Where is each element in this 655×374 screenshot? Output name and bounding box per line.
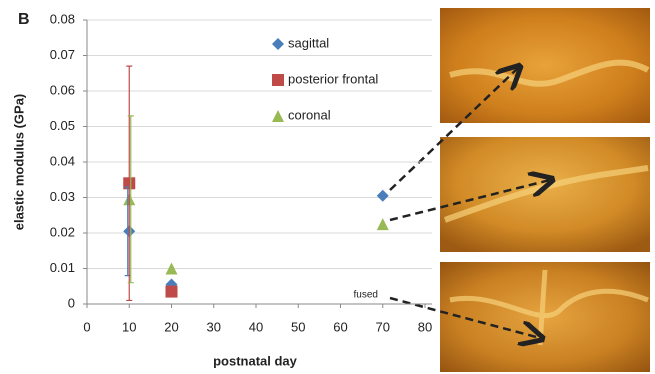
x-tick-label: 80: [418, 319, 432, 334]
annotation: fused: [354, 290, 378, 301]
y-tick-label: 0: [68, 295, 75, 310]
point: [272, 74, 284, 86]
point: [376, 218, 389, 231]
micrographs: [440, 8, 650, 372]
arrow: [389, 180, 550, 222]
point: [272, 110, 284, 122]
point: [165, 262, 178, 275]
y-tick-label: 0.04: [50, 153, 75, 168]
x-tick-label: 40: [249, 319, 263, 334]
micrograph: [440, 137, 650, 252]
y-tick-label: 0.07: [50, 47, 75, 62]
y-tick-label: 0.01: [50, 260, 75, 275]
x-tick-label: 70: [376, 319, 390, 334]
legend-label: posterior frontal: [288, 71, 378, 86]
arrow: [389, 68, 518, 191]
y-tick-label: 0.03: [50, 189, 75, 204]
legend-label: sagittal: [288, 35, 329, 50]
x-tick-label: 10: [122, 319, 136, 334]
error-bar: [126, 65, 133, 302]
x-axis-label: postnatal day: [213, 353, 298, 368]
y-tick-label: 0.02: [50, 224, 75, 239]
y-tick-label: 0.06: [50, 82, 75, 97]
y-axis-label: elastic modulus (GPa): [11, 94, 26, 231]
legend-label: coronal: [288, 107, 331, 122]
point: [376, 189, 389, 202]
x-tick-label: 30: [207, 319, 221, 334]
plot: 0 0.01 0.02 0.03 0.04 0.05 0.06 0.07 0.08 0 10 20 30…: [50, 11, 433, 334]
point: [165, 285, 178, 298]
arrows: [389, 68, 550, 338]
error-bar: [127, 115, 134, 284]
x-tick-label: 0: [83, 319, 90, 334]
x-tick-label: 60: [333, 319, 347, 334]
y-tick-label: 0.05: [50, 118, 75, 133]
x-tick-label: 20: [164, 319, 178, 334]
y-tick-label: 0.08: [50, 11, 75, 26]
point: [272, 38, 284, 50]
panel-label: B: [18, 11, 30, 28]
x-tick-label: 50: [291, 319, 305, 334]
